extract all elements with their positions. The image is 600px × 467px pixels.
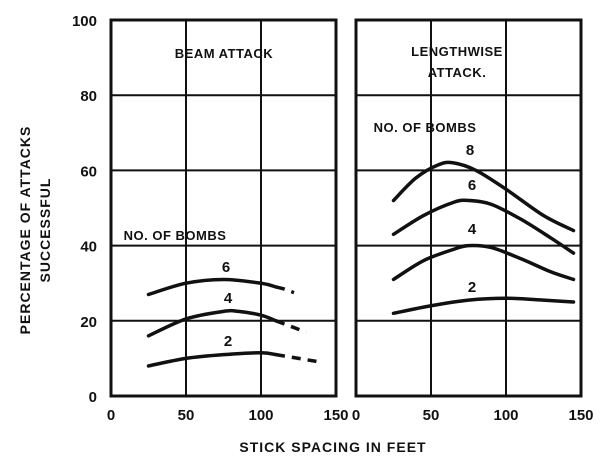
x-tick-label: 0	[107, 407, 115, 424]
series-line-6-bombs	[391, 198, 576, 255]
annotation-no-of-bombs: NO. OF BOMBS	[374, 120, 477, 135]
plot-frame	[354, 18, 583, 398]
x-tick-label: 150	[323, 407, 348, 424]
y-tick-label: 100	[72, 13, 97, 30]
y-tick-label: 80	[80, 88, 97, 105]
y-tick-label: 40	[80, 239, 97, 256]
x-tick-label: 100	[248, 407, 273, 424]
y-tick-label: 0	[89, 389, 97, 406]
annotation-no-of-bombs: NO. OF BOMBS	[124, 228, 227, 243]
panel-beam-attack: 0 50 100 150 BEAM ATTACK NO. OF BOMBS 6 4 2	[107, 18, 349, 424]
y-tick-labels: 0 20 40 60 80 100	[72, 13, 97, 406]
y-axis-title: PERCENTAGE OF ATTACKS SUCCESSFUL	[17, 126, 53, 335]
x-axis-title: STICK SPACING IN FEET	[239, 439, 426, 455]
series-line-4-bombs	[146, 308, 278, 338]
plot-frame	[109, 18, 338, 398]
panel-title: BEAM ATTACK	[175, 46, 274, 61]
x-tick-label: 150	[568, 407, 593, 424]
series-line-4-bombs	[391, 243, 576, 282]
y-axis-title-line-1: PERCENTAGE OF ATTACKS	[17, 126, 33, 335]
series-extrapolation-4-bombs	[275, 319, 307, 334]
series-line-8-bombs	[391, 160, 576, 233]
series-label-4-bombs: 4	[224, 290, 233, 307]
series-label-6-bombs: 6	[468, 177, 476, 194]
x-tick-label: 0	[352, 407, 360, 424]
x-tick-label: 50	[178, 407, 195, 424]
panel-title: ATTACK.	[428, 65, 487, 80]
panel-title: LENGTHWISE	[411, 44, 503, 59]
x-tick-label: 100	[493, 407, 518, 424]
series-line-2-bombs	[146, 351, 278, 368]
series-extrapolation-6-bombs	[275, 285, 295, 295]
series-label-8-bombs: 8	[466, 142, 474, 159]
series-line-2-bombs	[391, 296, 576, 316]
series-label-6-bombs: 6	[222, 259, 230, 276]
y-tick-label: 60	[80, 163, 97, 180]
series-label-4-bombs: 4	[468, 221, 477, 238]
series-label-2-bombs: 2	[468, 279, 476, 296]
series-line-6-bombs	[146, 277, 278, 297]
y-tick-label: 20	[80, 314, 97, 331]
series-extrapolation-2-bombs	[275, 352, 322, 364]
x-tick-label: 50	[423, 407, 440, 424]
panel-lengthwise-attack: 0 50 100 150 LENGTHWISE ATTACK. NO. OF BOMBS 8 6…	[352, 18, 594, 424]
y-axis-title-line-2: SUCCESSFUL	[37, 178, 53, 283]
series-label-2-bombs: 2	[224, 333, 232, 350]
